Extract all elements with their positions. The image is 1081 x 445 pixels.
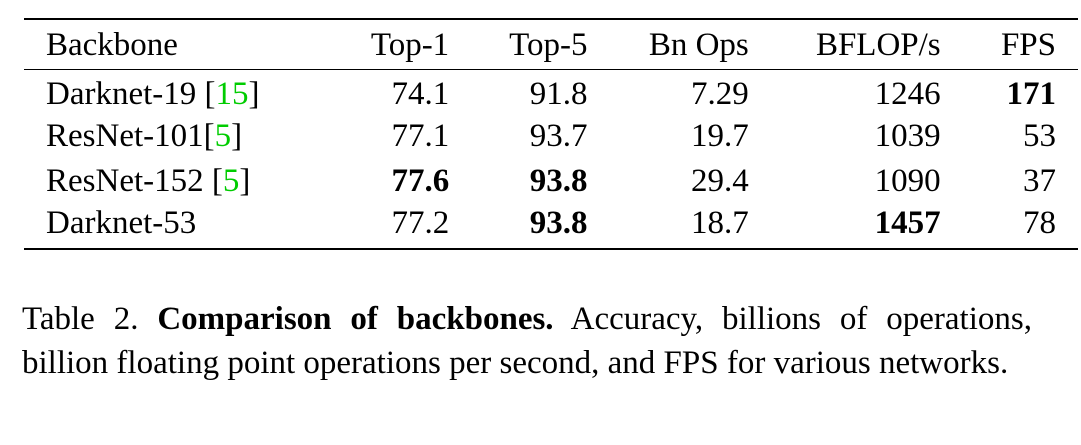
top5-cell: 91.8: [529, 76, 588, 113]
comparison-table-container: Backbone Top-1 Top-5 Bn Ops BFLOP/s FPS …: [24, 18, 1078, 250]
header-backbone: Backbone: [46, 26, 178, 63]
top1-cell: 74.1: [391, 76, 450, 113]
top5-cell: 93.7: [529, 118, 588, 154]
backbone-name-cell: ResNet-152 [5]: [24, 159, 341, 204]
backbone-comparison-table: Backbone Top-1 Top-5 Bn Ops BFLOP/s FPS …: [24, 18, 1078, 250]
citation-bracket-close: ]: [231, 118, 243, 154]
citation-link[interactable]: 15: [215, 76, 249, 113]
bn-ops-cell: 18.7: [691, 204, 749, 241]
table-caption: Table 2. Comparison of backbones. Accura…: [22, 297, 1032, 385]
table-header-row: Backbone Top-1 Top-5 Bn Ops BFLOP/s FPS: [24, 19, 1078, 69]
bflops-cell: 1039: [874, 118, 941, 154]
top5-cell: 93.8: [529, 204, 588, 241]
citation-bracket-open: [: [211, 163, 223, 199]
bflops-cell: 1457: [874, 204, 941, 241]
backbone-name: Darknet-53: [46, 204, 197, 241]
fps-cell: 78: [1023, 204, 1056, 241]
caption-text: Accuracy, billions of operations, billio…: [22, 301, 1032, 381]
citation-bracket-open: [: [204, 76, 216, 113]
top1-cell: 77.1: [391, 118, 450, 154]
backbone-name-cell: ResNet-101[5]: [24, 114, 341, 159]
bflops-cell: 1090: [874, 163, 941, 199]
header-bn-ops: Bn Ops: [648, 26, 749, 63]
fps-cell: 53: [1023, 118, 1056, 154]
table-row: ResNet-101[5] 77.1 93.7 19.7 1039 53: [24, 114, 1078, 159]
fps-cell: 37: [1023, 163, 1056, 199]
bn-ops-cell: 19.7: [691, 118, 749, 154]
citation-link[interactable]: 5: [214, 118, 232, 154]
top1-cell: 77.6: [391, 163, 450, 199]
caption-label: Table 2.: [22, 301, 158, 337]
table-row: ResNet-152 [5] 77.6 93.8 29.4 1090 37: [24, 159, 1078, 204]
bn-ops-cell: 29.4: [691, 163, 749, 199]
backbone-name: Darknet-19: [46, 76, 205, 113]
backbone-name-cell: Darknet-19 [15]: [24, 69, 341, 114]
citation-bracket-close: ]: [248, 76, 260, 113]
citation-link[interactable]: 5: [222, 163, 240, 199]
fps-cell: 171: [1006, 76, 1057, 113]
backbone-name: ResNet-152: [46, 163, 212, 199]
backbone-name-cell: Darknet-53: [24, 204, 341, 249]
caption-title: Comparison of backbones.: [157, 301, 554, 337]
citation-bracket-open: [: [203, 118, 215, 154]
top5-cell: 93.8: [529, 163, 588, 199]
header-top5: Top-5: [509, 26, 588, 63]
bn-ops-cell: 7.29: [691, 76, 749, 113]
table-row: Darknet-53 77.2 93.8 18.7 1457 78: [24, 204, 1078, 249]
backbone-name: ResNet-101: [46, 118, 204, 154]
header-top1: Top-1: [370, 26, 450, 63]
header-fps: FPS: [1000, 26, 1056, 63]
top1-cell: 77.2: [391, 204, 450, 241]
table-row: Darknet-19 [15] 74.1 91.8 7.29 1246 171: [24, 69, 1078, 114]
citation-bracket-close: ]: [239, 163, 251, 199]
bflops-cell: 1246: [874, 76, 941, 113]
header-bflops: BFLOP/s: [815, 26, 941, 63]
